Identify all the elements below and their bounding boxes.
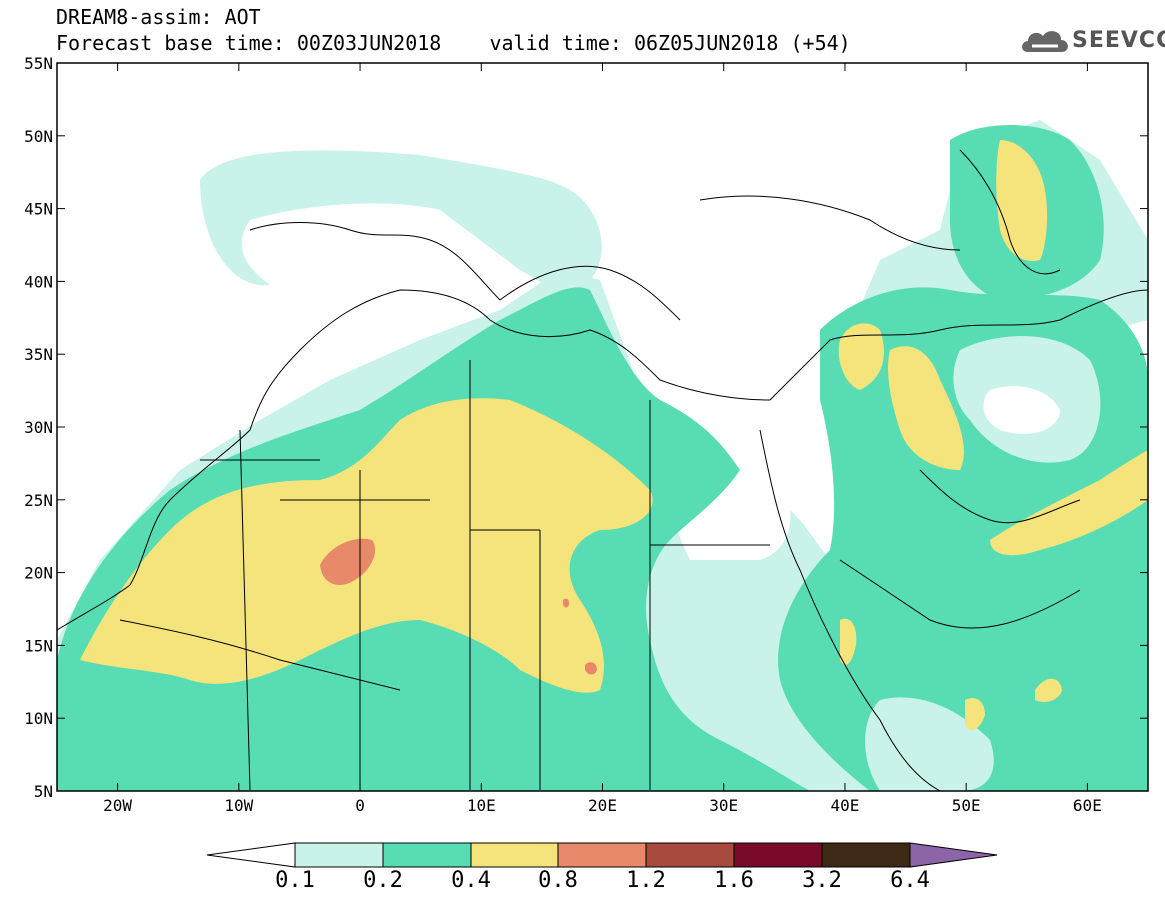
lon-tick-label: 20E [588, 796, 617, 815]
cloud-icon [1022, 31, 1068, 52]
lon-tick-label: 10W [224, 796, 253, 815]
lon-tick-label: 50E [952, 796, 981, 815]
colorbar-label: 0.2 [363, 868, 403, 893]
colorbar-segment [557, 842, 647, 868]
coastlines [57, 149, 1148, 791]
title-line-2: Forecast base time: 00Z03JUN2018 valid t… [56, 31, 851, 55]
colorbar-label: 0.8 [538, 868, 578, 893]
colorbar-label: 0.1 [275, 868, 315, 893]
colorbar-label: 0.4 [451, 868, 491, 893]
lon-tick-label: 40E [830, 796, 859, 815]
lon-tick-label: 30E [709, 796, 738, 815]
lat-axis: 55N 50N 45N 40N 35N 30N 25N 20N 15N 10N 5N [24, 54, 1148, 801]
lat-tick-label: 55N [24, 54, 53, 73]
aot-level-0.8 [320, 538, 597, 675]
colorbar-segment [645, 842, 735, 868]
logo-text: SEEVCCC [1072, 28, 1165, 53]
colorbar-segment [733, 842, 823, 868]
seevccc-logo: SEEVCCC [1018, 24, 1165, 58]
lat-tick-label: 15N [24, 636, 53, 655]
lat-tick-label: 25N [24, 491, 53, 510]
lat-tick-label: 45N [24, 200, 53, 219]
colorbar-high-arrow [909, 842, 998, 868]
colorbar-low-arrow [206, 842, 296, 868]
lon-tick-label: 0 [355, 796, 365, 815]
lon-axis: 20W 10W 0 10E 20E 30E 40E 50E 60E [103, 63, 1102, 815]
colorbar-label: 1.2 [626, 868, 666, 893]
lat-tick-label: 40N [24, 272, 53, 291]
lat-tick-label: 30N [24, 418, 53, 437]
lat-tick-label: 50N [24, 127, 53, 146]
title-line-1: DREAM8-assim: AOT [56, 5, 261, 29]
lon-tick-label: 10E [467, 796, 496, 815]
lat-tick-label: 10N [24, 709, 53, 728]
colorbar-segment [382, 842, 472, 868]
colorbar-label: 1.6 [714, 868, 754, 893]
colorbar-segment [821, 842, 911, 868]
lat-tick-label: 5N [34, 782, 53, 801]
lat-tick-label: 35N [24, 345, 53, 364]
aot-field [57, 63, 1148, 791]
aot-clear-inner [983, 386, 1060, 434]
colorbar [206, 842, 998, 868]
colorbar-label: 6.4 [890, 868, 930, 893]
colorbar-label: 3.2 [802, 868, 842, 893]
colorbar-segment [294, 842, 384, 868]
lat-tick-label: 20N [24, 564, 53, 583]
lon-tick-label: 60E [1073, 796, 1102, 815]
lon-tick-label: 20W [103, 796, 132, 815]
colorbar-segment [470, 842, 559, 868]
